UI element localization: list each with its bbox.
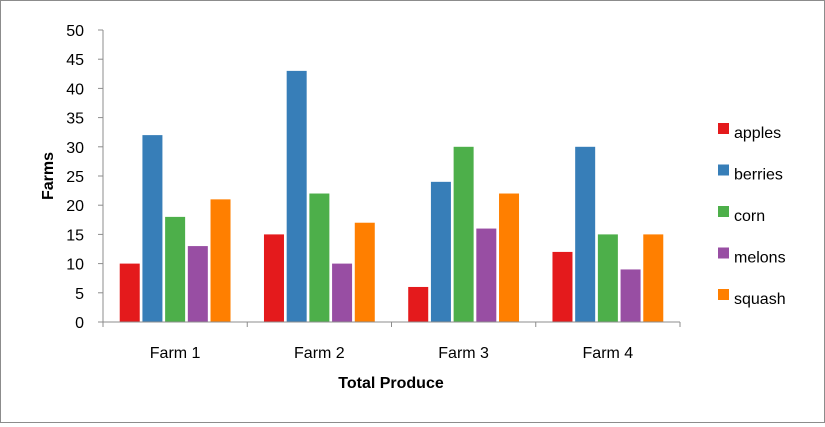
y-tick-label: 25: [66, 169, 84, 186]
bar-melons-farm-2: [332, 263, 353, 322]
bar-melons-farm-4: [620, 269, 641, 322]
bar-berries-farm-2: [286, 70, 307, 322]
legend-label-apples: apples: [734, 125, 781, 142]
x-tick-labels: Farm 1 Farm 2 Farm 3 Farm 4: [150, 345, 634, 362]
y-tick-label: 5: [75, 286, 84, 303]
legend-label-corn: corn: [734, 208, 765, 225]
legend-swatch-corn: [718, 206, 729, 217]
legend-swatch-berries: [718, 164, 729, 176]
bar-apples-farm-2: [263, 234, 284, 322]
bar-corn-farm-3: [453, 146, 474, 322]
x-tick-label: Farm 3: [438, 345, 489, 362]
y-tick-label: 15: [66, 227, 84, 244]
bar-melons-farm-3: [476, 228, 497, 322]
bars-group: [119, 70, 664, 322]
x-axis-title: Total Produce: [338, 375, 444, 392]
y-tick-label: 45: [66, 52, 84, 69]
legend-label-melons: melons: [734, 250, 786, 267]
x-tick-label: Farm 4: [583, 345, 634, 362]
bar-apples-farm-4: [552, 251, 573, 322]
legend-label-berries: berries: [734, 167, 783, 184]
bar-squash-farm-3: [499, 193, 520, 322]
bar-corn-farm-1: [165, 216, 186, 322]
bar-squash-farm-4: [643, 234, 664, 322]
x-tick-label: Farm 1: [150, 345, 201, 362]
legend: apples berries corn melons squash: [718, 123, 786, 308]
bar-berries-farm-3: [430, 181, 451, 322]
legend-swatch-squash: [718, 289, 729, 300]
legend-swatch-apples: [718, 123, 729, 134]
y-tick-label: 30: [66, 140, 84, 157]
bar-squash-farm-2: [354, 222, 375, 322]
y-tick-label: 20: [66, 198, 84, 215]
bar-apples-farm-1: [119, 263, 140, 322]
bar-apples-farm-3: [408, 286, 429, 322]
axes-group: [98, 29, 681, 327]
bar-corn-farm-2: [309, 193, 330, 322]
legend-swatch-melons: [718, 247, 729, 259]
y-tick-label: 50: [66, 23, 84, 40]
y-tick-labels: 0 5 10 15 20 25 30 35 40 45 50: [66, 23, 84, 332]
bar-melons-farm-1: [187, 246, 208, 322]
y-tick-label: 10: [66, 257, 84, 274]
bar-squash-farm-1: [210, 199, 231, 322]
bar-berries-farm-1: [142, 135, 163, 322]
bar-corn-farm-4: [597, 234, 618, 322]
y-tick-label: 0: [75, 315, 84, 332]
bar-berries-farm-4: [575, 146, 596, 322]
legend-label-squash: squash: [734, 291, 786, 308]
y-axis-title: Farms: [40, 152, 57, 200]
y-tick-label: 35: [66, 111, 84, 128]
x-tick-label: Farm 2: [294, 345, 345, 362]
y-tick-label: 40: [66, 81, 84, 98]
